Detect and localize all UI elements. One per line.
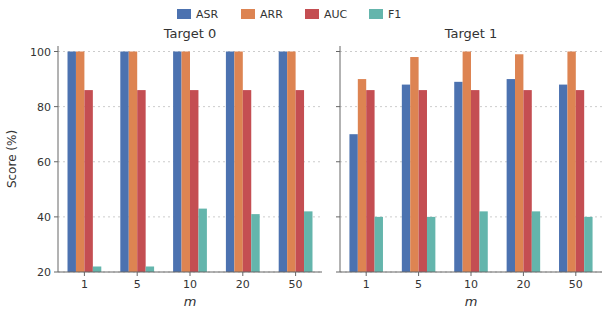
y-tick-label: 40	[37, 211, 51, 224]
bar	[226, 52, 234, 272]
legend-label: AUC	[324, 8, 348, 21]
x-tick	[523, 272, 524, 276]
x-axis-label: m	[184, 294, 197, 309]
bar	[479, 211, 487, 272]
bar	[532, 211, 540, 272]
x-tick-label: 20	[516, 278, 530, 291]
bar	[358, 79, 366, 272]
bar	[93, 266, 101, 272]
chart-title: Target 0	[163, 26, 217, 41]
bar	[190, 90, 198, 272]
y-tick-label: 100	[30, 46, 51, 59]
y-tick	[336, 106, 340, 107]
bar	[68, 52, 76, 272]
x-tick	[471, 272, 472, 276]
legend-label: ASR	[196, 8, 219, 21]
y-axis	[58, 46, 59, 272]
bar	[198, 209, 206, 272]
y-tick	[336, 161, 340, 162]
x-tick	[575, 272, 576, 276]
x-tick	[366, 272, 367, 276]
bar	[146, 266, 154, 272]
bars	[349, 52, 592, 272]
y-tick	[336, 216, 340, 217]
panel: 1 5 10 20 50 m Target 1	[336, 26, 602, 327]
x-tick	[137, 272, 138, 276]
bar	[76, 52, 84, 272]
x-tick-label: 1	[81, 278, 88, 291]
x-tick	[295, 272, 296, 276]
y-tick-label: 20	[37, 266, 51, 279]
y-tick	[54, 106, 58, 107]
bar	[402, 85, 410, 272]
y-tick	[54, 272, 58, 273]
y-tick	[336, 272, 340, 273]
bar	[120, 52, 128, 272]
bar	[251, 214, 259, 272]
legend-swatch	[241, 9, 255, 19]
legend-swatch	[369, 9, 383, 19]
y-tick	[54, 51, 58, 52]
bar	[471, 90, 479, 272]
bar	[173, 52, 181, 272]
bar	[523, 90, 531, 272]
bar	[567, 52, 575, 272]
bar	[137, 90, 145, 272]
x-tick	[418, 272, 419, 276]
legend-label: F1	[388, 8, 401, 21]
y-tick	[54, 216, 58, 217]
x-tick	[84, 272, 85, 276]
bars	[68, 52, 313, 272]
chart-title: Target 1	[444, 26, 498, 41]
y-axis	[340, 46, 341, 272]
x-tick	[190, 272, 191, 276]
x-tick-label: 5	[415, 278, 422, 291]
bar	[182, 52, 190, 272]
bar	[304, 211, 312, 272]
bar	[279, 52, 287, 272]
bar	[296, 90, 304, 272]
bar	[84, 90, 92, 272]
y-tick	[336, 51, 340, 52]
x-axis-label: m	[465, 294, 478, 309]
bar	[287, 52, 295, 272]
legend-swatch	[177, 9, 191, 19]
bar	[427, 217, 435, 272]
y-axis-label: Score (%)	[5, 130, 19, 188]
bar	[507, 79, 515, 272]
bar	[454, 82, 462, 272]
y-tick-label: 80	[37, 101, 51, 114]
bar	[584, 217, 592, 272]
x-tick-label: 1	[363, 278, 370, 291]
panel: 20 40 60 80 100 1 5 10 20 50 m Score (%) Target 0	[5, 26, 322, 327]
bar	[129, 52, 137, 272]
bar	[515, 54, 523, 272]
bar	[419, 90, 427, 272]
bar	[576, 90, 584, 272]
x-tick-label: 20	[236, 278, 250, 291]
bar	[559, 85, 567, 272]
legend: ASR ARR AUC F1	[177, 8, 401, 21]
bar	[410, 57, 418, 272]
x-tick-label: 10	[464, 278, 478, 291]
x-tick	[242, 272, 243, 276]
bar	[243, 90, 251, 272]
bar	[375, 217, 383, 272]
y-tick	[54, 161, 58, 162]
x-tick-label: 10	[183, 278, 197, 291]
x-tick-label: 50	[289, 278, 303, 291]
x-tick-label: 5	[134, 278, 141, 291]
y-tick-label: 60	[37, 156, 51, 169]
legend-label: ARR	[260, 8, 283, 21]
legend-swatch	[305, 9, 319, 19]
bar	[366, 90, 374, 272]
x-tick-label: 50	[569, 278, 583, 291]
bar	[349, 134, 357, 272]
bar	[234, 52, 242, 272]
bar	[463, 52, 471, 272]
figure: 2040608010015102050mScore (%)Target 0151…	[0, 0, 610, 332]
